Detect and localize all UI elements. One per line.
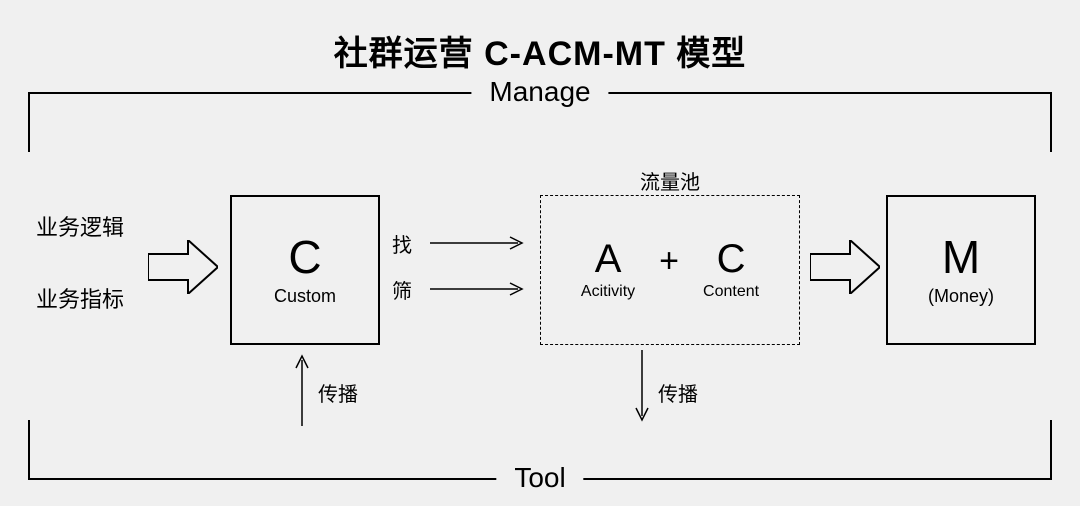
v-arrow-from-ac-label: 传播 bbox=[658, 378, 698, 407]
arrow-filter-label: 筛 bbox=[392, 275, 430, 304]
arrow-find-label: 找 bbox=[392, 229, 430, 258]
node-ac-plus: + bbox=[659, 242, 679, 281]
node-c: C Custom bbox=[230, 195, 380, 345]
node-m: M (Money) bbox=[886, 195, 1036, 345]
label-biz-logic: 业务逻辑 bbox=[36, 210, 146, 242]
block-arrow-right bbox=[810, 240, 880, 294]
thin-arrows: 找 筛 bbox=[392, 220, 530, 312]
frame-tool: Tool bbox=[28, 420, 1052, 480]
node-m-sub: (Money) bbox=[928, 286, 994, 307]
frame-tool-label: Tool bbox=[496, 462, 583, 494]
label-biz-metric: 业务指标 bbox=[36, 282, 146, 314]
node-ac-c-sub: Content bbox=[703, 283, 759, 301]
node-c-letter: C bbox=[288, 234, 321, 280]
arrow-filter bbox=[430, 279, 530, 299]
frame-manage-label: Manage bbox=[471, 76, 608, 108]
node-ac-caption: 流量池 bbox=[540, 166, 800, 195]
node-c-sub: Custom bbox=[274, 286, 336, 307]
v-arrow-to-c bbox=[292, 350, 312, 426]
diagram-title: 社群运营 C-ACM-MT 模型 bbox=[0, 26, 1080, 75]
arrow-find bbox=[430, 233, 530, 253]
frame-manage: Manage bbox=[28, 92, 1052, 152]
left-labels: 业务逻辑 业务指标 bbox=[36, 210, 146, 354]
node-m-letter: M bbox=[942, 234, 980, 280]
v-arrow-to-c-label: 传播 bbox=[318, 378, 358, 407]
diagram-canvas: 社群运营 C-ACM-MT 模型 Manage Tool 业务逻辑 业务指标 C… bbox=[0, 0, 1080, 506]
v-arrow-from-ac bbox=[632, 350, 652, 426]
node-ac-a-sub: Acitivity bbox=[581, 283, 635, 301]
node-ac-a-letter: A bbox=[595, 239, 622, 279]
block-arrow-left bbox=[148, 240, 218, 294]
node-ac-c-letter: C bbox=[717, 239, 746, 279]
node-ac: A Acitivity + C Content bbox=[540, 195, 800, 345]
